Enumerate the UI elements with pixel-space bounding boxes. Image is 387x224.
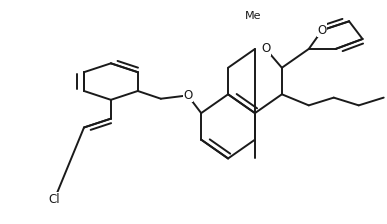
Text: O: O <box>318 24 327 37</box>
Text: O: O <box>183 89 192 102</box>
Text: Me: Me <box>245 11 262 21</box>
Text: O: O <box>261 43 271 56</box>
Text: Cl: Cl <box>49 193 60 206</box>
